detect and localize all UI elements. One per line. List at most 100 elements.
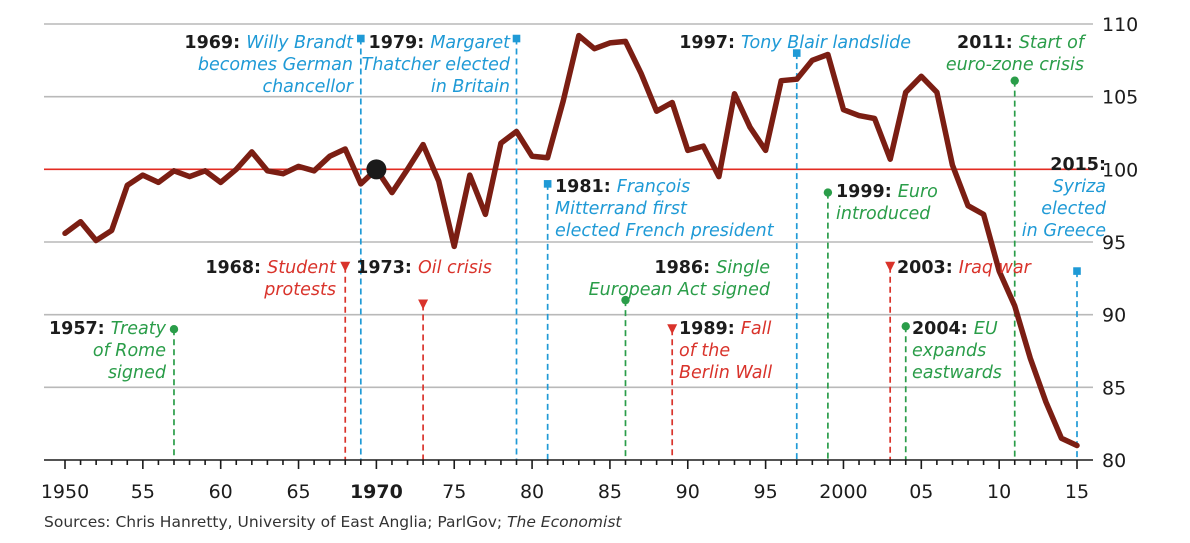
- y-tick-label-85: 85: [1102, 377, 1126, 399]
- y-tick-label-90: 90: [1102, 305, 1126, 327]
- event-text-1981: François: [617, 177, 690, 197]
- event-marker-1997: [792, 49, 801, 57]
- y-tick-label-80: 80: [1102, 450, 1126, 472]
- x-tick-label-1955: 55: [131, 481, 155, 503]
- event-label-2015-line-3: in Greece: [1022, 221, 1106, 241]
- event-year-1989: 1989:: [679, 319, 741, 339]
- event-marker-2003: [885, 261, 896, 272]
- event-label-2011-line-2: euro-zone crisis: [946, 55, 1084, 75]
- event-marker-1989: [667, 324, 678, 335]
- event-label-2011-line-1: 2011: Start of: [957, 33, 1087, 53]
- event-marker-1979: [512, 34, 521, 43]
- event-label-2015-line-1: Syriza: [1053, 177, 1106, 197]
- event-label-1981-line-1: 1981: François: [555, 177, 690, 197]
- gridlines: [44, 23, 1093, 389]
- event-lines: [173, 38, 1078, 460]
- event-marker-2015: [1073, 267, 1081, 275]
- event-text-2004: EU: [974, 319, 998, 339]
- event-text-1979: Margaret: [430, 33, 511, 53]
- source-emphasis: The Economist: [507, 513, 622, 531]
- event-label-1981-line-2: Mitterrand first: [555, 199, 688, 219]
- axes: 80 85 90 95 100 105 110 1950 55 60 65 1970 75 80 85 90 9…: [41, 14, 1138, 503]
- highlight-point-1970: [366, 159, 387, 180]
- event-year-2011: 2011:: [957, 33, 1019, 53]
- event-label-1968-line-1: 1968: Student: [205, 258, 337, 278]
- x-tick-label-1965: 65: [286, 481, 310, 503]
- event-text-1973: Oil crisis: [418, 258, 492, 278]
- event-label-1986-line-1: 1986: Single: [654, 258, 770, 278]
- event-label-2004-line-2: expands: [912, 341, 986, 361]
- event-label-1979-line-2: Thatcher elected: [362, 55, 511, 75]
- event-marker-1986: [621, 295, 630, 305]
- source-note: Sources: Chris Hanretty, University of E…: [44, 513, 621, 531]
- y-tick-label-110: 110: [1102, 14, 1138, 36]
- event-year-2015: 2015:: [1050, 155, 1106, 175]
- event-year-1999: 1999:: [836, 182, 898, 202]
- event-marker-1968: [340, 261, 351, 272]
- event-label-1999-line-1: 1999: Euro: [836, 182, 938, 202]
- event-marker-1973: [418, 299, 429, 310]
- event-label-1979-line-1: 1979: Margaret: [369, 33, 512, 53]
- event-label-2015-line-2: elected: [1041, 199, 1107, 219]
- event-text-1969: Willy Brandt: [246, 33, 354, 53]
- event-label-1989-line-2: of the: [679, 341, 730, 361]
- event-year-1981: 1981:: [555, 177, 617, 197]
- event-text-1986: Single: [716, 258, 770, 278]
- event-year-1997: 1997:: [679, 33, 741, 53]
- event-label-1989-line-1: 1989: Fall: [679, 319, 771, 339]
- event-year-1969: 1969:: [184, 33, 246, 53]
- x-tick-label-2000: 2000: [819, 481, 867, 503]
- event-text-2003: Iraq war: [959, 258, 1033, 278]
- event-year-2004: 2004:: [912, 319, 974, 339]
- x-tick-label-2015: 15: [1065, 481, 1089, 503]
- y-tick-label-105: 105: [1102, 87, 1138, 109]
- data-series: [62, 32, 1080, 449]
- event-marker-1969: [357, 34, 365, 43]
- event-year-1979: 1979:: [369, 33, 431, 53]
- event-label-2004-line-1: 2004: EU: [912, 319, 998, 339]
- event-marker-1999: [823, 188, 833, 197]
- event-text-1968: Student: [267, 258, 337, 278]
- event-text-1989: Fall: [741, 319, 772, 339]
- x-tick-label-1960: 60: [209, 481, 233, 503]
- event-markers: [169, 34, 1081, 335]
- event-marker-2011: [1010, 76, 1019, 85]
- x-tick-label-1975: 75: [442, 481, 466, 503]
- x-tick-label-1970: 1970: [350, 481, 403, 503]
- x-tick-label-1995: 95: [754, 481, 778, 503]
- x-tick-label-1990: 90: [676, 481, 700, 503]
- x-tick-label-2005: 05: [909, 481, 933, 503]
- event-label-1968-line-2: protests: [263, 280, 336, 300]
- x-tick-label-1980: 80: [520, 481, 544, 503]
- x-tick-label-1985: 85: [598, 481, 622, 503]
- event-label-1986-line-2: European Act signed: [589, 280, 771, 300]
- x-tick-label-1950: 1950: [41, 481, 89, 503]
- event-label-1989-line-3: Berlin Wall: [679, 363, 772, 383]
- event-text-2011: Start of: [1019, 33, 1087, 53]
- event-year-1986: 1986:: [654, 258, 716, 278]
- event-marker-1981: [543, 180, 552, 188]
- event-label-1969-line-1: 1969: Willy Brandt: [184, 33, 354, 53]
- event-year-2003: 2003:: [897, 258, 959, 278]
- series-line-0: [62, 32, 1080, 449]
- event-year-1973: 1973:: [356, 258, 418, 278]
- event-label-1999-line-2: introduced: [836, 204, 931, 224]
- source-text: Sources: Chris Hanretty, University of E…: [44, 513, 508, 531]
- y-tick-label-100: 100: [1102, 159, 1138, 181]
- event-year-1957: 1957:: [49, 319, 111, 339]
- event-text-1957: Treaty: [111, 319, 167, 339]
- event-text-1997: Tony Blair landslide: [741, 33, 911, 53]
- event-label-1981-line-3: elected French president: [555, 221, 775, 241]
- x-tick-label-2010: 10: [987, 481, 1011, 503]
- event-year-1968: 1968:: [205, 258, 267, 278]
- event-text-1999: Euro: [898, 182, 938, 202]
- y-tick-label-95: 95: [1102, 232, 1126, 254]
- event-marker-1957: [169, 325, 179, 334]
- event-label-1969-line-3: chancellor: [262, 77, 354, 97]
- event-label-1957-line-1: 1957: Treaty: [49, 319, 167, 339]
- event-label-1997-line-1: 1997: Tony Blair landslide: [679, 33, 911, 53]
- event-label-2003-line-1: 2003: Iraq war: [897, 258, 1033, 278]
- event-label-1979-line-3: in Britain: [431, 77, 510, 97]
